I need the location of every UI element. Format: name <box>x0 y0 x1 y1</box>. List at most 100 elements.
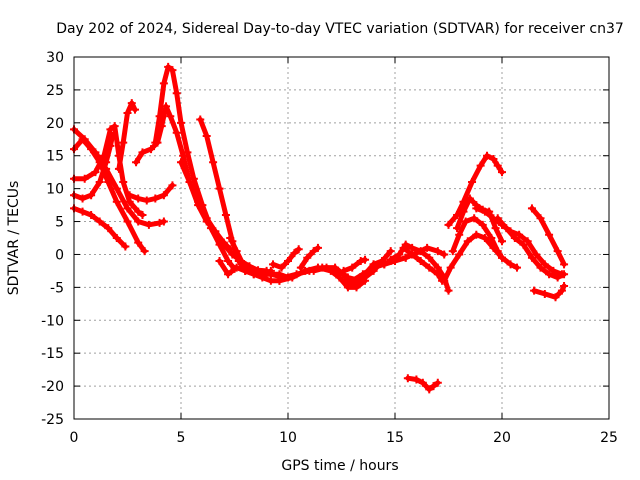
data-point-marker <box>87 210 96 219</box>
x-tick-label: 5 <box>177 430 186 446</box>
data-point-marker <box>425 385 434 394</box>
y-tick-label: -25 <box>41 412 64 428</box>
data-point-marker <box>78 207 87 216</box>
data-point-marker <box>142 196 151 205</box>
data-point-marker <box>448 247 457 256</box>
data-point-marker <box>356 257 365 266</box>
y-tick-label: -10 <box>41 313 64 329</box>
data-point-marker <box>134 207 143 216</box>
data-point-marker <box>343 273 352 282</box>
data-point-marker <box>463 237 472 246</box>
x-axis-label: GPS time / hours <box>281 458 398 474</box>
data-point-marker <box>134 194 143 203</box>
series-arc-17 <box>296 243 322 272</box>
data-point-marker <box>112 197 121 206</box>
data-point-marker <box>224 257 233 266</box>
data-point-marker <box>455 250 464 259</box>
data-point-marker <box>284 257 292 266</box>
data-point-marker <box>536 214 545 223</box>
data-point-marker <box>527 204 536 213</box>
data-point-marker <box>159 191 168 200</box>
data-point-marker <box>472 230 481 239</box>
data-point-marker <box>209 158 218 167</box>
data-point-marker <box>112 234 121 242</box>
data-point-marker <box>183 148 192 157</box>
data-point-marker <box>536 263 545 272</box>
data-point-marker <box>309 266 318 275</box>
data-point-marker <box>545 270 554 279</box>
data-point-marker <box>502 224 511 233</box>
data-point-marker <box>459 197 468 206</box>
data-point-marker <box>166 112 175 121</box>
data-point-marker <box>348 276 357 285</box>
x-tick-label: 15 <box>386 430 404 446</box>
data-point-marker <box>294 245 303 254</box>
data-point-marker <box>352 283 361 292</box>
data-point-marker <box>164 62 173 71</box>
data-point-marker <box>515 230 524 239</box>
data-point-marker <box>523 237 532 246</box>
data-point-marker <box>557 286 566 295</box>
data-point-marker <box>130 105 139 114</box>
series-arc-29 <box>444 151 506 229</box>
data-point-marker <box>444 286 453 295</box>
series-line <box>450 215 505 261</box>
data-point-marker <box>114 164 123 173</box>
data-point-marker <box>104 224 113 233</box>
data-point-marker <box>453 210 462 219</box>
data-point-marker <box>335 273 344 282</box>
data-point-marker <box>425 253 434 262</box>
data-point-marker <box>418 378 427 387</box>
data-point-marker <box>468 178 477 187</box>
x-tick-label: 10 <box>279 430 297 446</box>
data-point-marker <box>168 66 177 75</box>
data-point-marker <box>102 158 111 167</box>
data-point-marker <box>185 178 194 187</box>
data-point-marker <box>177 118 185 127</box>
data-point-marker <box>155 218 164 227</box>
data-point-marker <box>478 220 487 229</box>
chart-title: Day 202 of 2024, Sidereal Day-to-day VTE… <box>56 21 624 37</box>
series-arc-4 <box>70 131 117 203</box>
data-point-marker <box>78 194 87 203</box>
data-point-marker <box>395 250 404 259</box>
data-point-marker <box>425 263 434 272</box>
data-point-marker <box>80 135 89 144</box>
data-point-marker <box>290 249 299 258</box>
data-point-marker <box>112 184 121 193</box>
data-point-marker <box>560 282 569 291</box>
data-point-marker <box>551 293 560 302</box>
data-point-marker <box>301 266 310 275</box>
x-tick-label: 25 <box>600 430 618 446</box>
data-point-marker <box>498 237 506 246</box>
data-point-marker <box>215 184 224 193</box>
data-point-marker <box>147 145 156 154</box>
series-line <box>71 126 167 228</box>
data-point-marker <box>134 238 143 247</box>
y-tick-label: -5 <box>50 280 64 296</box>
data-point-marker <box>331 264 340 273</box>
data-point-marker <box>266 270 275 279</box>
data-point-marker <box>106 125 115 134</box>
data-point-marker <box>380 260 389 269</box>
series-arc-27 <box>448 214 506 262</box>
data-point-marker <box>91 168 100 177</box>
data-point-marker <box>493 214 502 223</box>
data-point-marker <box>487 234 496 242</box>
data-point-marker <box>219 240 228 249</box>
data-point-marker <box>194 197 203 206</box>
data-point-marker <box>369 260 378 269</box>
data-point-marker <box>361 255 370 264</box>
data-point-marker <box>446 263 455 272</box>
data-point-marker <box>249 266 258 275</box>
data-point-marker <box>123 217 132 226</box>
y-tick-label: 20 <box>46 116 64 132</box>
data-point-marker <box>476 161 485 170</box>
data-point-marker <box>403 374 412 383</box>
data-point-marker <box>168 181 177 190</box>
data-point-marker <box>453 224 462 233</box>
data-point-marker <box>138 210 147 219</box>
series-arc-24 <box>401 243 449 262</box>
data-point-marker <box>348 263 357 272</box>
data-point-marker <box>159 79 168 88</box>
